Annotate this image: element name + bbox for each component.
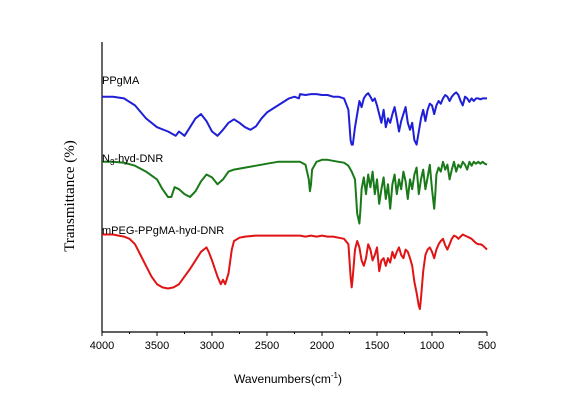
y-axis-title: Transmittance (%) [62,140,78,252]
x-tick-label: 3000 [200,340,224,352]
x-tick-label: 4000 [90,340,114,352]
series-label: PPgMA [102,75,140,87]
series-label: mPEG-PPgMA-hyd-DNR [102,225,224,237]
series-group [102,91,488,310]
x-tick-label: 2500 [255,340,279,352]
axes [101,42,487,333]
x-tick-label: 500 [478,340,496,352]
x-axis-title: Wavenumbers(cm-1) [234,371,342,386]
x-tick-label: 2000 [310,340,334,352]
x-ticks: 4000 3500 3000 2500 2000 1500 1000 500 [90,332,496,352]
x-tick-label: 3500 [145,340,169,352]
series-labels: PPgMA N3-hyd-DNR mPEG-PPgMA-hyd-DNR [102,75,224,237]
x-tick-label: 1000 [420,340,444,352]
series-label: N3-hyd-DNR [102,153,163,167]
series-line [102,91,487,146]
series-line [102,233,488,310]
series-line [102,158,488,225]
x-tick-label: 1500 [365,340,389,352]
